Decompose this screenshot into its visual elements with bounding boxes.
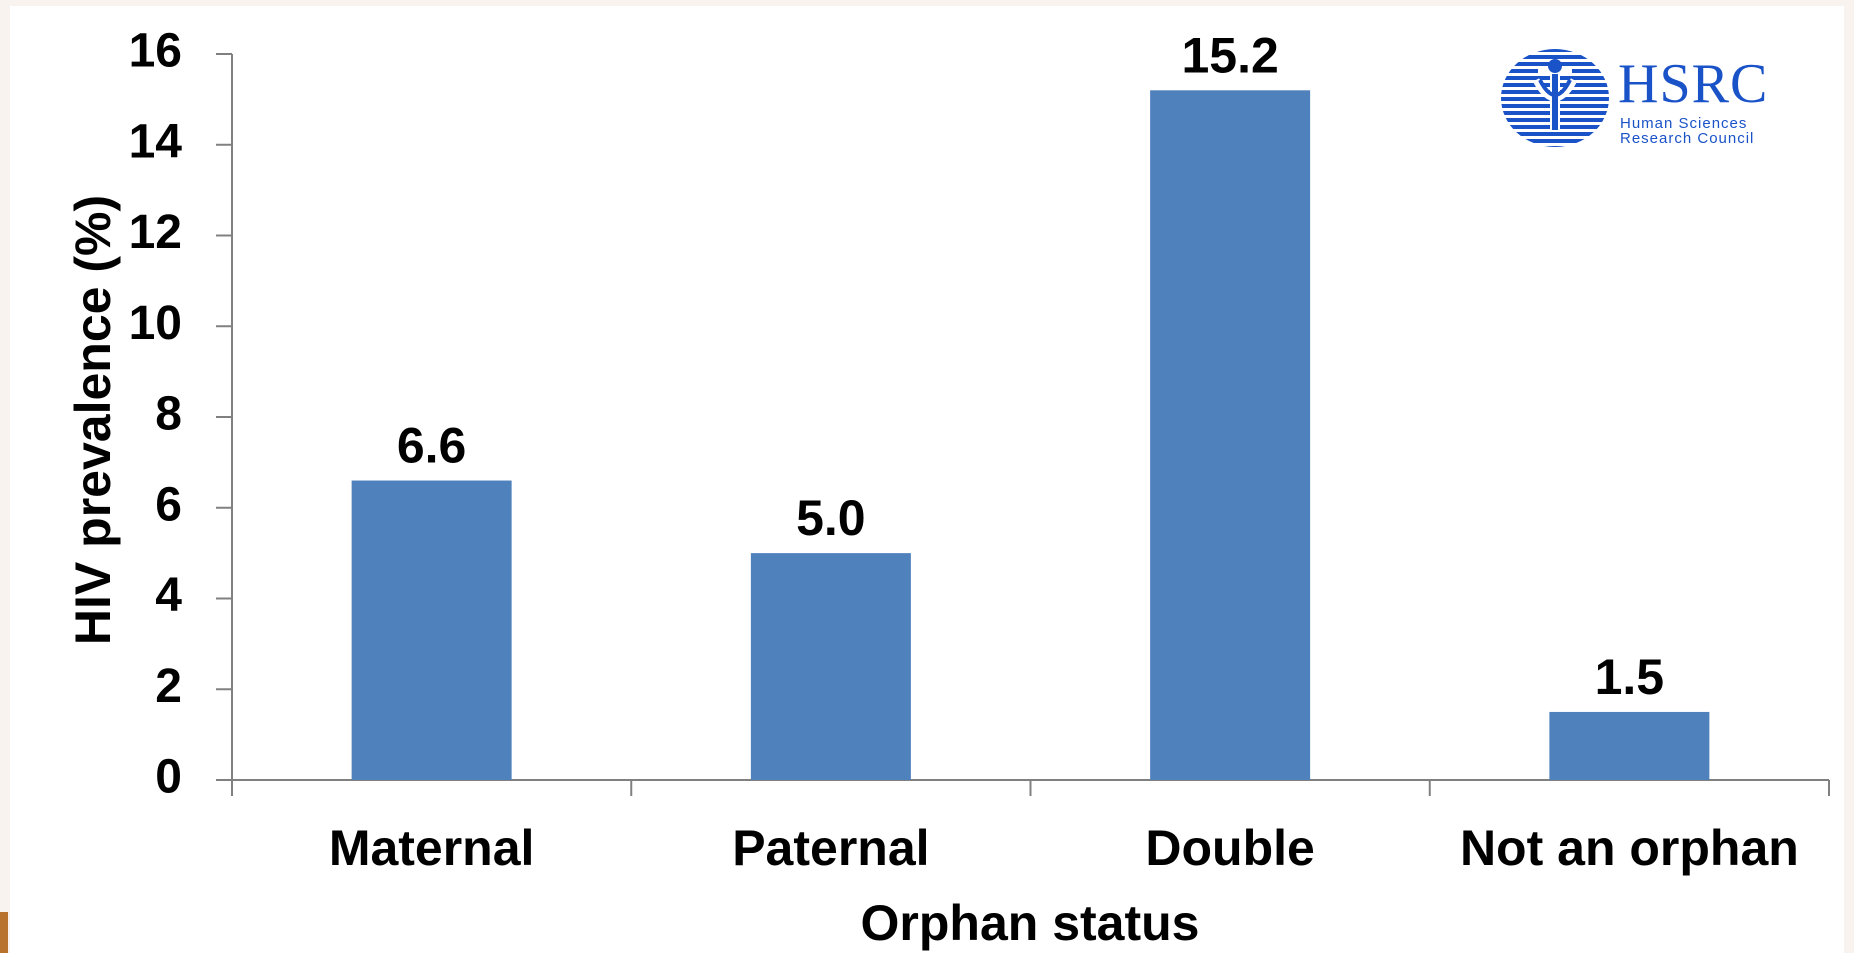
bar-value-label: 1.5 — [1595, 649, 1665, 705]
bar-value-label: 6.6 — [397, 418, 467, 474]
x-tick-label: Double — [1145, 820, 1314, 876]
bar — [1549, 711, 1710, 780]
x-tick-label: Not an orphan — [1460, 820, 1799, 876]
value-labels: 6.6 5.0 15.2 1.5 — [397, 27, 1664, 705]
slide — [10, 6, 1844, 953]
y-tick-label: 8 — [155, 388, 182, 441]
x-tick-label: Paternal — [732, 820, 929, 876]
x-tick-label: Maternal — [329, 820, 535, 876]
bar — [750, 553, 911, 780]
logo-line-1: Human Sciences — [1620, 115, 1748, 132]
x-axis-title: Orphan status — [861, 895, 1200, 951]
hsrc-globe-icon — [1501, 49, 1609, 147]
bar-value-label: 5.0 — [796, 490, 866, 546]
slide-corner-accent — [0, 912, 8, 953]
bar — [351, 480, 512, 780]
y-tick-label: 14 — [129, 115, 183, 168]
y-tick-label: 16 — [129, 25, 182, 78]
y-axis: 0 2 4 6 8 10 12 14 16 — [129, 25, 233, 804]
y-tick-label: 2 — [155, 660, 182, 713]
y-tick-label: 4 — [155, 569, 182, 622]
y-tick-label: 10 — [129, 297, 182, 350]
logo-wordmark: HSRC — [1618, 53, 1769, 115]
hsrc-logo: HSRC Human Sciences Research Council — [1500, 46, 1800, 156]
y-tick-label: 12 — [129, 206, 182, 259]
logo-line-2: Research Council — [1620, 130, 1755, 147]
y-tick-label: 6 — [155, 478, 182, 531]
x-axis: Maternal Paternal Double Not an orphan — [231, 779, 1830, 876]
y-axis-title: HIV prevalence (%) — [65, 195, 121, 645]
bar-value-label: 15.2 — [1181, 27, 1278, 83]
y-tick-label: 0 — [155, 751, 182, 804]
bars — [351, 90, 1710, 781]
bar — [1150, 90, 1311, 781]
